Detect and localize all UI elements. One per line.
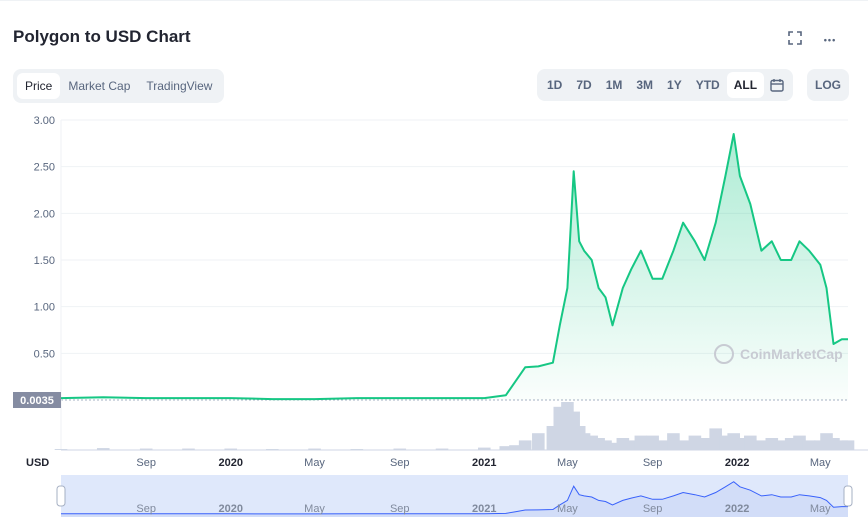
y-tick-label: 3.00	[34, 115, 55, 127]
volume-bar	[688, 435, 702, 450]
volume-bar	[698, 438, 711, 450]
time-range-selector: 1D 7D 1M 3M 1Y YTD ALL	[537, 69, 794, 101]
x-tick-label: Sep	[136, 457, 156, 469]
price-area	[60, 133, 848, 401]
volume-bar	[709, 428, 722, 450]
volume-bar	[308, 448, 321, 450]
navigator-tick-label: Sep	[390, 503, 410, 515]
y-tick-label: 2.50	[34, 162, 55, 174]
volume-bar	[774, 440, 788, 450]
range-ytd[interactable]: YTD	[695, 78, 720, 92]
y-tick-label: 2.00	[34, 208, 55, 220]
tab-price[interactable]: Price	[17, 73, 61, 99]
navigator-tick-label: 2021	[472, 503, 496, 515]
y-tick-label: 0.50	[34, 348, 55, 360]
calendar-icon-glyph	[770, 79, 784, 92]
volume-bar	[744, 435, 757, 450]
expand-icon-glyph	[788, 31, 802, 45]
volume-bar	[634, 435, 648, 450]
volume-bar	[518, 440, 532, 450]
x-tick-label: 2021	[472, 457, 496, 469]
navigator-handle-left[interactable]	[56, 485, 66, 507]
navigator-tick-label: May	[557, 503, 578, 515]
navigator-tick-label: 2020	[218, 503, 242, 515]
price-tag: 0.0035	[13, 392, 61, 408]
x-tick-label: May	[304, 457, 325, 469]
volume-bar	[139, 448, 153, 450]
x-tick-label: Sep	[390, 457, 410, 469]
volume-bar	[477, 447, 491, 450]
range-1d[interactable]: 1D	[547, 78, 563, 92]
top-border	[0, 0, 868, 1]
volume-bar	[676, 440, 690, 450]
volume-bar	[96, 448, 110, 450]
x-tick-label: May	[810, 457, 831, 469]
navigator-tick-label: May	[304, 503, 325, 515]
volume-bar	[54, 449, 68, 450]
price-line	[60, 133, 848, 401]
y-axis-ticks: 3.00 2.50 2.00 1.50 1.00 0.50	[34, 115, 55, 360]
navigator-handle-right[interactable]	[843, 485, 853, 507]
y-tick-label: 1.00	[34, 302, 55, 314]
volume-bar	[755, 440, 768, 450]
volume-bar	[182, 448, 195, 450]
range-3m[interactable]: 3M	[636, 78, 654, 92]
volume-bar	[599, 440, 612, 450]
volume-bar	[656, 440, 669, 450]
volume-bar	[624, 440, 638, 450]
price-tag-bg	[13, 392, 61, 408]
volume-bar	[499, 446, 513, 450]
more-icon[interactable]: •••	[823, 35, 837, 45]
tab-market-cap[interactable]: Market Cap	[68, 79, 131, 93]
volume-bar	[802, 440, 816, 450]
volume-bar	[733, 438, 747, 450]
watermark-text: CoinMarketCap	[740, 346, 843, 362]
y-tick-label: 1.50	[34, 255, 55, 267]
expand-icon[interactable]	[785, 30, 805, 50]
tab-tradingview[interactable]: TradingView	[146, 79, 213, 93]
volume-bar	[532, 433, 545, 450]
log-scale-toggle[interactable]: LOG	[807, 69, 849, 101]
x-tick-label: Sep	[643, 457, 663, 469]
volume-bar	[350, 449, 364, 450]
range-1y[interactable]: 1Y	[667, 78, 682, 92]
navigator-tick-label: Sep	[136, 503, 156, 515]
volume-bar	[841, 440, 855, 450]
volume-bar	[393, 448, 407, 450]
volume-bar	[667, 433, 680, 450]
watermark: CoinMarketCap	[714, 344, 843, 364]
navigator-tick-label: May	[810, 503, 831, 515]
navigator-tick-label: 2022	[725, 503, 749, 515]
y-axis-unit-label: USD	[26, 457, 49, 469]
volume-bars	[54, 402, 855, 450]
range-all[interactable]: ALL	[726, 72, 765, 98]
range-1m[interactable]: 1M	[605, 78, 623, 92]
volume-bar	[793, 435, 806, 450]
volume-bar	[646, 435, 659, 450]
calendar-icon[interactable]	[764, 72, 790, 98]
navigator-tick-label: Sep	[643, 503, 663, 515]
navigator[interactable]: Sep 2020 May Sep 2021 May Sep 2022 May	[56, 475, 853, 517]
price-area-fill	[61, 134, 848, 400]
price-tag-label: 0.0035	[20, 395, 54, 407]
x-tick-label: 2020	[218, 457, 242, 469]
x-axis-ticks: Sep 2020 May Sep 2021 May Sep 2022 May	[136, 457, 831, 469]
volume-bar	[435, 448, 449, 450]
volume-bar	[606, 442, 619, 450]
chart-type-tabs: Price Market Cap TradingView	[13, 69, 225, 103]
coinmarketcap-logo-icon	[714, 344, 734, 364]
volume-bar	[509, 445, 522, 450]
volume-bar	[224, 448, 238, 450]
chart-title: Polygon to USD Chart	[13, 27, 191, 46]
x-tick-label: May	[557, 457, 578, 469]
volume-bar	[266, 449, 279, 450]
navigator-line	[60, 481, 848, 515]
navigator-area	[61, 481, 848, 517]
x-tick-label: 2022	[725, 457, 749, 469]
range-7d[interactable]: 7D	[576, 78, 592, 92]
